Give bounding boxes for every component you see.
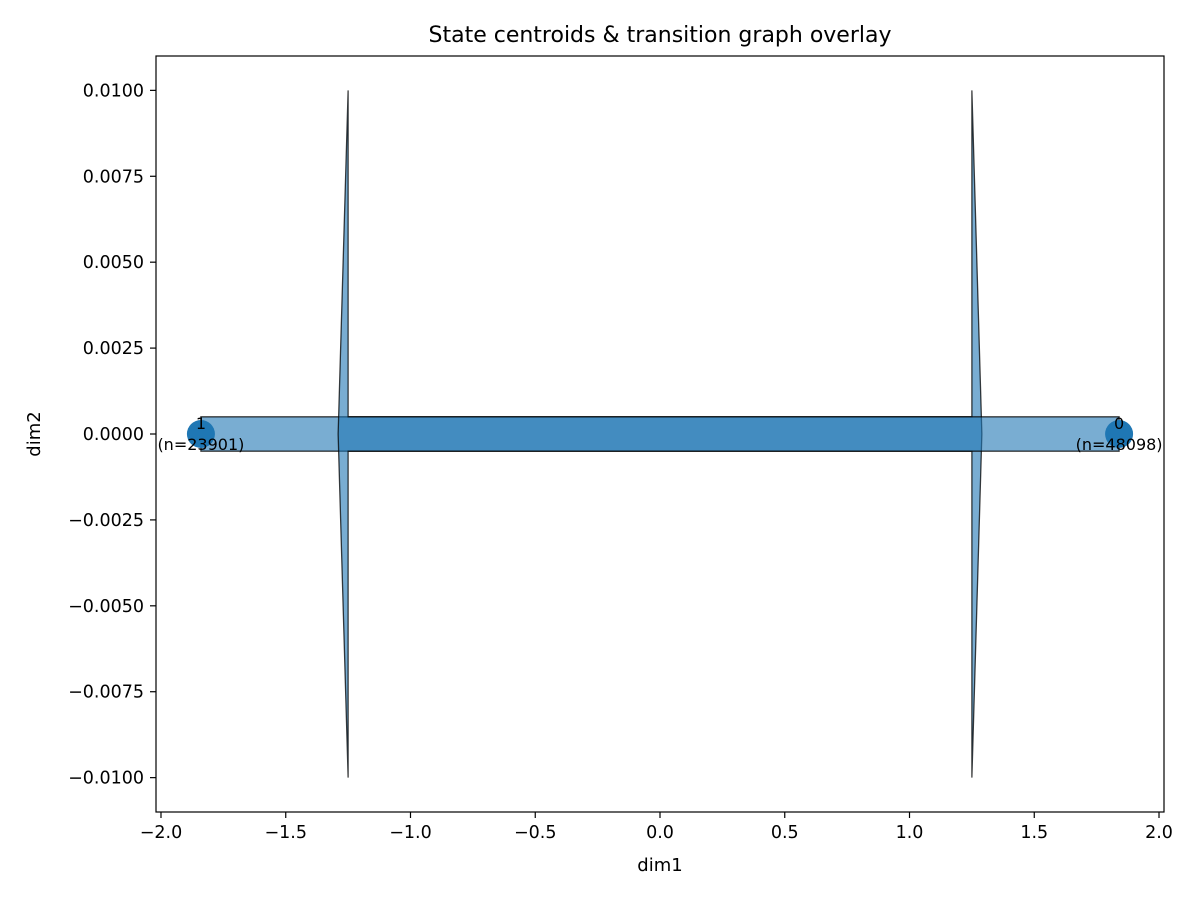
transition-edges [200,90,1120,778]
chart-title: State centroids & transition graph overl… [429,23,892,48]
y-axis: 0.0100 0.0075 0.0050 0.0025 0.0000 −0.0025 −0.… [68,81,156,789]
y-tick-label: −0.0100 [68,769,144,789]
x-tick-label: −1.5 [264,823,307,843]
y-tick-label: −0.0050 [68,597,144,617]
y-tick-label: 0.0050 [83,253,144,273]
y-tick-label: 0.0025 [83,339,144,359]
x-axis: −2.0 −1.5 −1.0 −0.5 0.0 0.5 1.0 1.5 2.0 [140,812,1173,843]
transition-arrow-0-to-1 [337,90,1120,778]
x-axis-label: dim1 [637,855,682,876]
x-tick-label: 1.0 [896,823,924,843]
x-tick-label: 2.0 [1145,823,1173,843]
y-tick-label: −0.0025 [68,511,144,531]
state-node-0 [1105,420,1134,448]
state-node-1 [186,420,215,448]
state-node-label: 0 [1114,414,1124,433]
x-tick-label: 0.0 [646,823,674,843]
y-tick-label: 0.0100 [83,81,144,101]
x-tick-label: 0.5 [771,823,799,843]
state-node-label: 1 [196,414,206,433]
state-node-count: (n=23901) [157,435,244,454]
y-tick-label: −0.0075 [68,683,144,703]
x-tick-label: −2.0 [140,823,183,843]
y-tick-label: 0.0000 [83,425,144,445]
x-tick-label: 1.5 [1020,823,1048,843]
state-node-count: (n=48098) [1076,435,1163,454]
y-tick-label: 0.0075 [83,167,144,187]
state-nodes: 1 (n=23901) 0 (n=48098) [157,414,1162,454]
x-tick-label: −0.5 [514,823,557,843]
x-tick-label: −1.0 [389,823,432,843]
plot-area: 1 (n=23901) 0 (n=48098) [155,55,1165,813]
y-axis-label: dim2 [24,411,45,456]
